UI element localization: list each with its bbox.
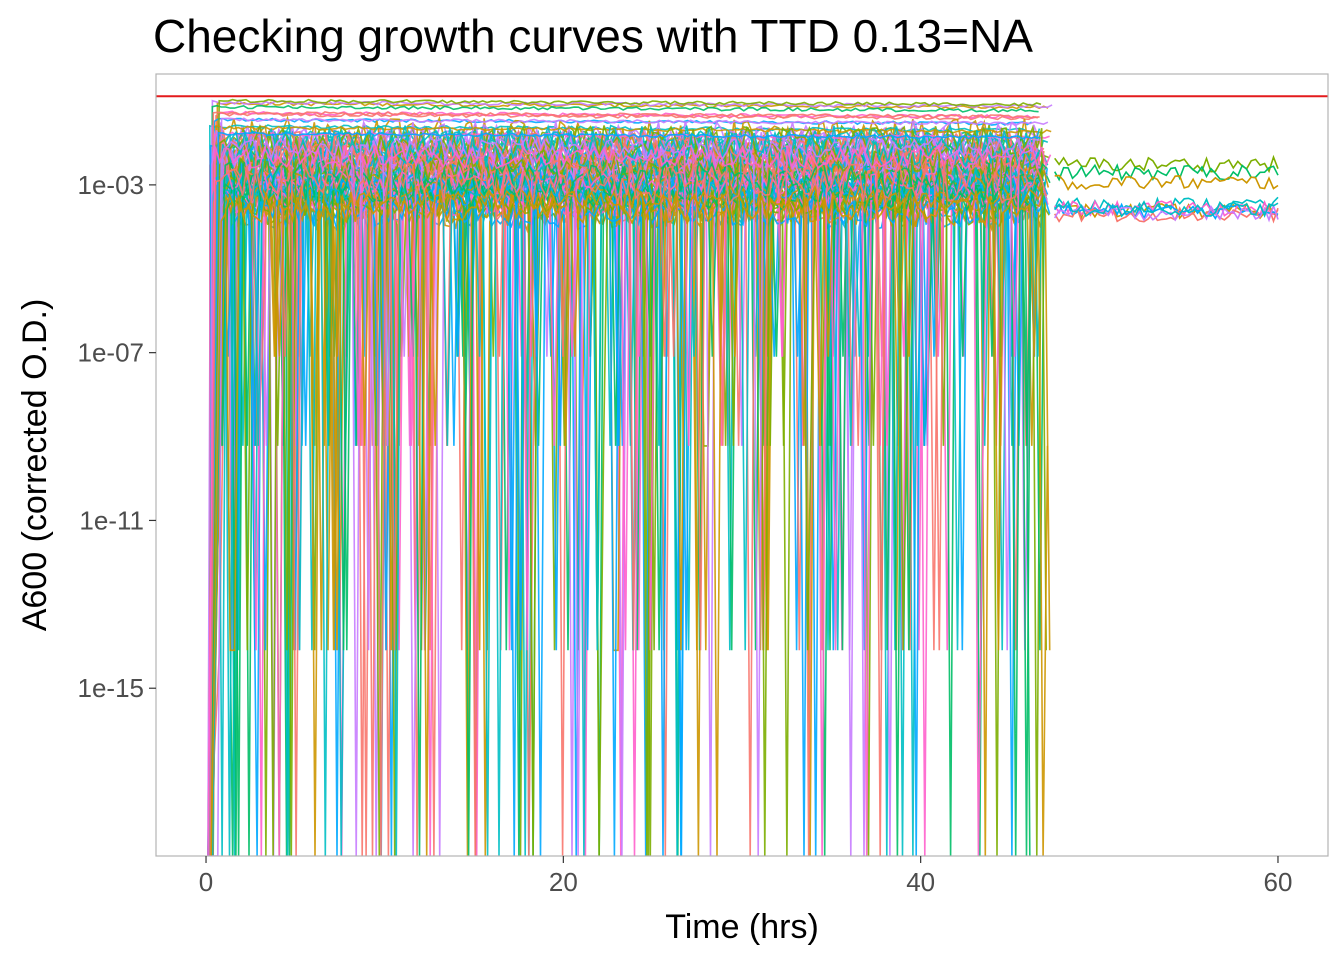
series-line-extended [1054,154,1279,174]
x-tick-label: 60 [1264,867,1293,897]
x-tick-label: 20 [549,867,578,897]
series-line-extended [1054,200,1279,218]
series-lines [207,98,1279,856]
series-line-extended [1054,174,1279,192]
series-line [208,104,1039,856]
y-tick-label: 1e-11 [79,505,144,535]
x-axis-title: Time (hrs) [665,908,819,946]
series-line [207,128,1046,856]
series-line [211,101,1049,856]
series-line [207,110,1040,856]
plot-panel-border [155,73,1329,857]
series-line [209,136,1040,856]
series-line [210,189,1049,856]
y-axis: 1e-03 1e-07 1e-11 1e-15 [78,170,156,703]
x-tick-label: 40 [906,867,935,897]
series-line [211,125,1052,856]
chart-title: Checking growth curves with TTD 0.13=NA [153,10,1033,62]
series-line [209,160,1048,856]
x-tick-label: 0 [199,867,213,897]
series-line [210,112,1038,856]
y-tick-label: 1e-15 [78,673,145,703]
series-line [208,131,1041,856]
series-line-extended [1054,163,1279,182]
series-line [208,159,1048,856]
x-axis: 0 20 40 60 [199,856,1293,897]
y-axis-title: A600 (corrected O.D.) [16,299,54,632]
series-line [210,117,1049,856]
y-tick-label: 1e-03 [78,170,145,200]
series-line [207,142,1052,856]
y-tick-label: 1e-07 [78,338,145,368]
series-line [209,98,1042,856]
